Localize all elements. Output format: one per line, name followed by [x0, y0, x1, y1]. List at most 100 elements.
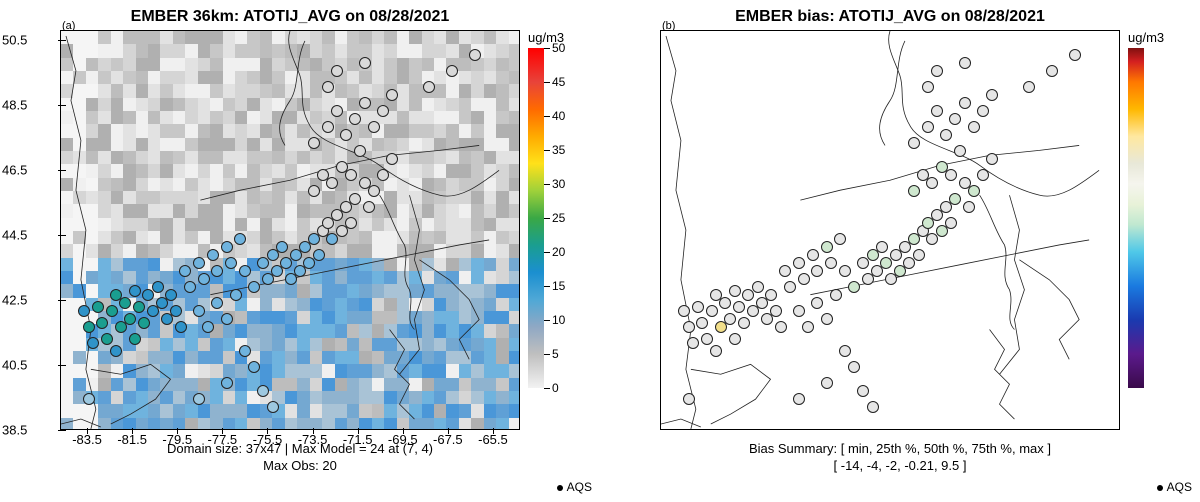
left-station-marker[interactable]: [423, 81, 435, 93]
right-station-marker[interactable]: [729, 285, 741, 297]
left-station-marker[interactable]: [386, 153, 398, 165]
right-station-marker[interactable]: [821, 241, 833, 253]
left-station-marker[interactable]: [193, 257, 205, 269]
left-station-marker[interactable]: [345, 217, 357, 229]
left-station-marker[interactable]: [230, 289, 242, 301]
right-station-marker[interactable]: [793, 305, 805, 317]
left-station-marker[interactable]: [106, 305, 118, 317]
right-station-marker[interactable]: [802, 321, 814, 333]
left-station-marker[interactable]: [363, 201, 375, 213]
right-station-marker[interactable]: [931, 65, 943, 77]
right-station-marker[interactable]: [729, 333, 741, 345]
left-station-marker[interactable]: [225, 257, 237, 269]
right-station-marker[interactable]: [857, 385, 869, 397]
left-station-marker[interactable]: [340, 129, 352, 141]
left-station-marker[interactable]: [170, 305, 182, 317]
right-station-marker[interactable]: [954, 145, 966, 157]
right-station-marker[interactable]: [876, 241, 888, 253]
left-station-marker[interactable]: [359, 57, 371, 69]
left-station-marker[interactable]: [221, 313, 233, 325]
left-station-marker[interactable]: [179, 265, 191, 277]
left-station-marker[interactable]: [377, 169, 389, 181]
left-station-marker[interactable]: [193, 393, 205, 405]
right-station-marker[interactable]: [687, 337, 699, 349]
left-station-marker[interactable]: [110, 345, 122, 357]
left-station-marker[interactable]: [386, 89, 398, 101]
left-station-marker[interactable]: [96, 317, 108, 329]
left-station-marker[interactable]: [331, 105, 343, 117]
left-station-marker[interactable]: [239, 345, 251, 357]
right-station-marker[interactable]: [839, 345, 851, 357]
left-station-marker[interactable]: [469, 49, 481, 61]
right-station-marker[interactable]: [765, 289, 777, 301]
right-station-marker[interactable]: [784, 281, 796, 293]
right-station-marker[interactable]: [977, 105, 989, 117]
right-station-marker[interactable]: [793, 393, 805, 405]
left-station-marker[interactable]: [239, 265, 251, 277]
right-station-marker[interactable]: [825, 257, 837, 269]
left-station-marker[interactable]: [83, 321, 95, 333]
left-station-marker[interactable]: [377, 105, 389, 117]
left-station-marker[interactable]: [368, 185, 380, 197]
left-station-marker[interactable]: [308, 137, 320, 149]
right-station-marker[interactable]: [968, 185, 980, 197]
right-station-marker[interactable]: [752, 281, 764, 293]
left-station-marker[interactable]: [248, 281, 260, 293]
right-station-marker[interactable]: [908, 137, 920, 149]
left-station-marker[interactable]: [101, 333, 113, 345]
right-station-marker[interactable]: [706, 305, 718, 317]
right-station-marker[interactable]: [913, 249, 925, 261]
right-station-marker[interactable]: [986, 89, 998, 101]
right-station-marker[interactable]: [811, 297, 823, 309]
right-station-marker[interactable]: [821, 313, 833, 325]
left-station-marker[interactable]: [165, 289, 177, 301]
right-station-marker[interactable]: [793, 257, 805, 269]
left-station-marker[interactable]: [193, 305, 205, 317]
left-station-marker[interactable]: [248, 361, 260, 373]
right-station-marker[interactable]: [949, 113, 961, 125]
right-station-marker[interactable]: [807, 249, 819, 261]
left-station-marker[interactable]: [354, 145, 366, 157]
left-station-marker[interactable]: [331, 65, 343, 77]
left-station-marker[interactable]: [349, 193, 361, 205]
right-station-marker[interactable]: [848, 281, 860, 293]
left-station-marker[interactable]: [313, 249, 325, 261]
right-station-marker[interactable]: [779, 265, 791, 277]
left-station-marker[interactable]: [184, 281, 196, 293]
left-station-marker[interactable]: [119, 297, 131, 309]
left-station-marker[interactable]: [87, 337, 99, 349]
right-station-marker[interactable]: [775, 321, 787, 333]
right-station-marker[interactable]: [848, 361, 860, 373]
right-station-marker[interactable]: [798, 273, 810, 285]
right-legend-colorbar[interactable]: [1128, 48, 1144, 388]
right-station-marker[interactable]: [830, 289, 842, 301]
left-station-marker[interactable]: [152, 281, 164, 293]
right-station-marker[interactable]: [908, 185, 920, 197]
left-station-marker[interactable]: [349, 113, 361, 125]
left-station-marker[interactable]: [175, 321, 187, 333]
right-station-marker[interactable]: [1023, 81, 1035, 93]
left-station-marker[interactable]: [198, 273, 210, 285]
right-station-marker[interactable]: [986, 153, 998, 165]
right-station-marker[interactable]: [834, 233, 846, 245]
right-station-marker[interactable]: [926, 177, 938, 189]
left-station-marker[interactable]: [138, 317, 150, 329]
right-station-marker[interactable]: [821, 377, 833, 389]
right-station-marker[interactable]: [696, 317, 708, 329]
right-station-marker[interactable]: [959, 57, 971, 69]
right-station-marker[interactable]: [811, 265, 823, 277]
right-station-marker[interactable]: [701, 333, 713, 345]
left-station-marker[interactable]: [78, 305, 90, 317]
left-station-marker[interactable]: [446, 65, 458, 77]
right-station-marker[interactable]: [683, 321, 695, 333]
right-station-marker[interactable]: [719, 297, 731, 309]
right-station-marker[interactable]: [922, 81, 934, 93]
left-station-marker[interactable]: [129, 333, 141, 345]
left-station-marker[interactable]: [211, 297, 223, 309]
left-station-marker[interactable]: [359, 97, 371, 109]
right-station-marker[interactable]: [692, 301, 704, 313]
left-station-marker[interactable]: [234, 233, 246, 245]
right-station-marker[interactable]: [959, 97, 971, 109]
right-station-marker[interactable]: [770, 305, 782, 317]
right-station-marker[interactable]: [931, 105, 943, 117]
